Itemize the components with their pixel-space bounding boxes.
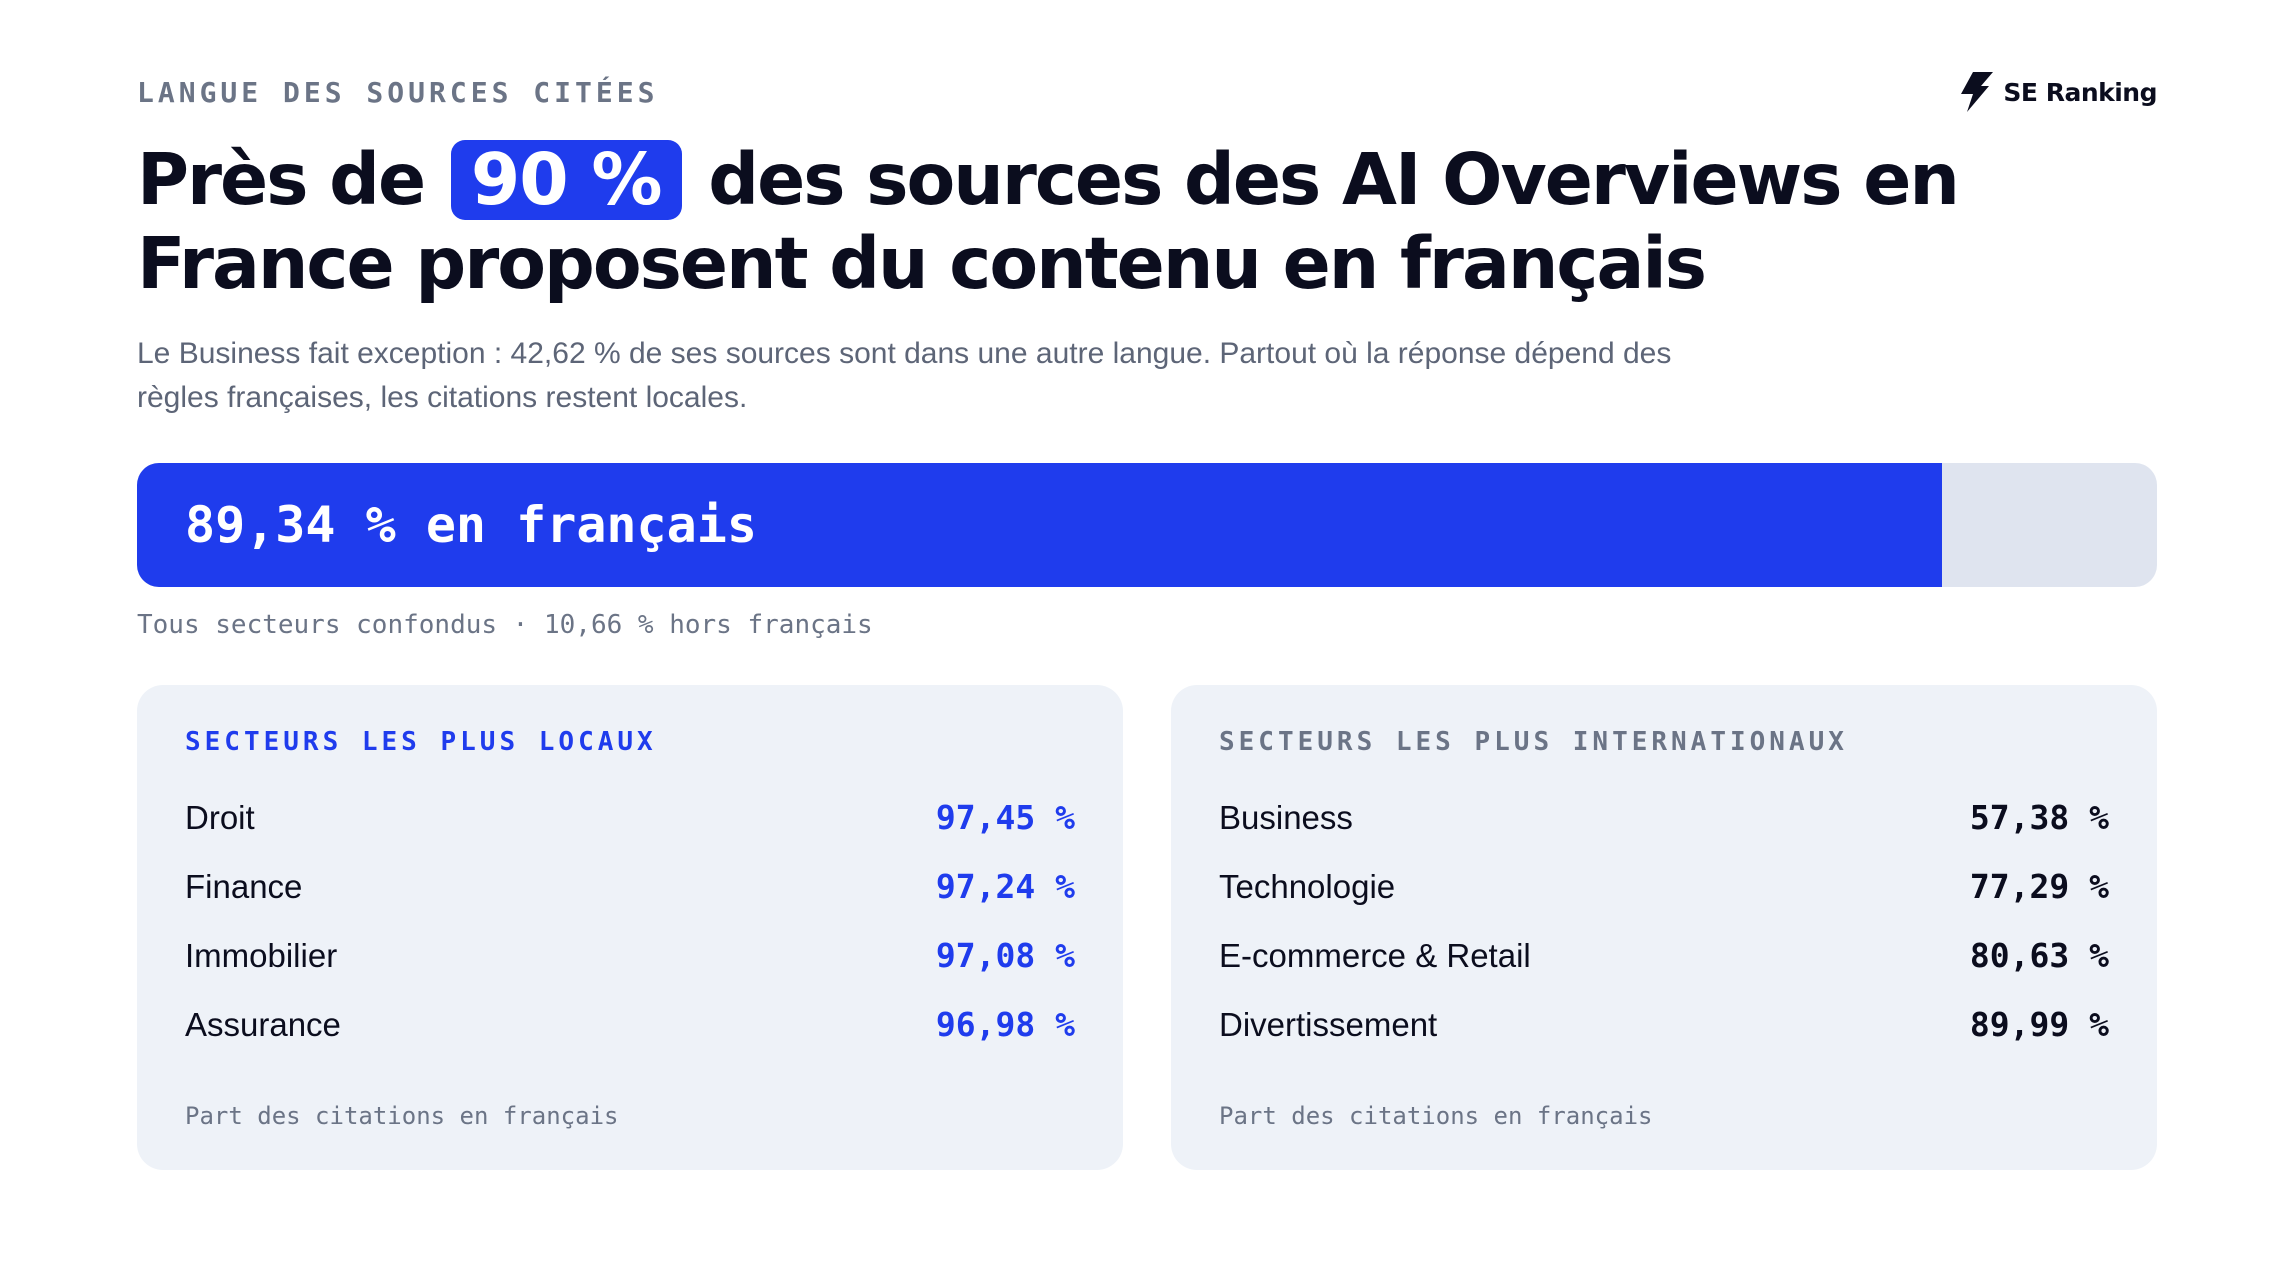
sector-name: Immobilier <box>185 936 338 974</box>
sector-value: 77,29 % <box>1969 867 2109 906</box>
sector-name: Droit <box>185 798 255 836</box>
international-sectors-title: SECTEURS LES PLUS INTERNATIONAUX <box>1219 727 1848 757</box>
sector-name: Assurance <box>185 1005 341 1043</box>
french-share-bar-label: 89,34 % en français <box>185 496 757 554</box>
sector-value: 57,38 % <box>1969 798 2109 837</box>
local-sectors-card: SECTEURS LES PLUS LOCAUX Droit 97,45 % F… <box>137 685 1123 1170</box>
headline-highlight-badge: 90 % <box>450 140 682 220</box>
headline-prefix: Près de <box>137 138 426 221</box>
local-sectors-title: SECTEURS LES PLUS LOCAUX <box>185 727 657 757</box>
list-item: Assurance 96,98 % <box>185 990 1075 1059</box>
brand-name: SE Ranking <box>2003 77 2157 107</box>
headline-line-2: France proposent du contenu en français <box>137 222 1707 305</box>
brand-logo[interactable]: SE Ranking <box>1959 72 2157 112</box>
sector-name: Technologie <box>1219 867 1396 905</box>
sector-value: 96,98 % <box>935 1005 1075 1044</box>
infographic: LANGUE DES SOURCES CITÉES SE Ranking Prè… <box>137 0 2157 1278</box>
list-item: E-commerce & Retail 80,63 % <box>1219 921 2109 990</box>
sector-name: Divertissement <box>1219 1005 1438 1043</box>
headline-suffix: des sources des AI Overviews en <box>708 138 1960 221</box>
sector-name: Business <box>1219 798 1353 836</box>
international-sectors-list: Business 57,38 % Technologie 77,29 % E-c… <box>1219 783 2109 1059</box>
french-share-bar-fill <box>137 463 1942 587</box>
subtitle-line-1: Le Business fait exception : 42,62 % de … <box>137 337 1672 370</box>
sector-value: 89,99 % <box>1969 1005 2109 1044</box>
list-item: Droit 97,45 % <box>185 783 1075 852</box>
international-sectors-footnote: Part des citations en français <box>1219 1102 1653 1130</box>
sector-value: 97,45 % <box>935 798 1075 837</box>
headline-line-1: Près de 90 % des sources des AI Overview… <box>137 138 1997 222</box>
local-sectors-list: Droit 97,45 % Finance 97,24 % Immobilier… <box>185 783 1075 1059</box>
sector-value: 97,08 % <box>935 936 1075 975</box>
se-ranking-bolt-icon <box>1961 72 1994 112</box>
subtitle-line-2: règles françaises, les citations restent… <box>137 381 748 414</box>
french-share-caption: Tous secteurs confondus · 10,66 % hors f… <box>137 610 873 640</box>
list-item: Technologie 77,29 % <box>1219 852 2109 921</box>
list-item: Divertissement 89,99 % <box>1219 990 2109 1059</box>
list-item: Business 57,38 % <box>1219 783 2109 852</box>
french-share-bar: 89,34 % en français <box>137 463 2157 587</box>
eyebrow-label: LANGUE DES SOURCES CITÉES <box>137 76 659 109</box>
list-item: Finance 97,24 % <box>185 852 1075 921</box>
subtitle: Le Business fait exception : 42,62 % de … <box>137 332 1797 420</box>
international-sectors-card: SECTEURS LES PLUS INTERNATIONAUX Busines… <box>1171 685 2157 1170</box>
sector-value: 97,24 % <box>935 867 1075 906</box>
list-item: Immobilier 97,08 % <box>185 921 1075 990</box>
sector-name: Finance <box>185 867 303 905</box>
sector-name: E-commerce & Retail <box>1219 936 1531 974</box>
page-title: Près de 90 % des sources des AI Overview… <box>137 138 1997 306</box>
sector-value: 80,63 % <box>1969 936 2109 975</box>
local-sectors-footnote: Part des citations en français <box>185 1102 619 1130</box>
